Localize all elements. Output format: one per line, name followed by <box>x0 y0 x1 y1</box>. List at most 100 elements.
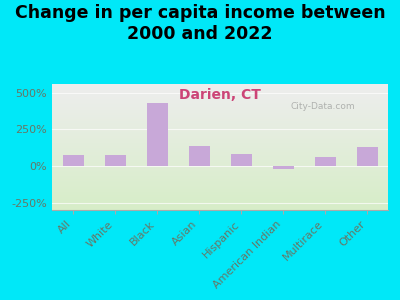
Bar <box>52 143 388 145</box>
Bar <box>52 189 388 190</box>
Bar <box>52 136 388 137</box>
Bar <box>52 168 388 170</box>
Bar <box>52 138 388 140</box>
Bar <box>52 129 388 130</box>
Bar <box>52 206 388 208</box>
Bar <box>52 171 388 172</box>
Bar <box>52 89 388 90</box>
Bar <box>52 175 388 176</box>
Bar <box>52 99 388 100</box>
Bar <box>52 127 388 128</box>
Bar <box>52 141 388 142</box>
Bar <box>52 85 388 86</box>
Bar <box>52 148 388 149</box>
Bar <box>52 151 388 152</box>
Text: City-Data.com: City-Data.com <box>290 102 355 111</box>
Bar <box>230 154 252 166</box>
Bar <box>52 167 388 168</box>
Bar <box>52 176 388 177</box>
Bar <box>52 142 388 143</box>
Bar <box>52 116 388 117</box>
Bar <box>52 157 388 158</box>
Bar <box>52 107 388 108</box>
Bar <box>52 94 388 95</box>
Bar <box>52 177 388 178</box>
Bar <box>52 178 388 180</box>
Bar <box>52 194 388 195</box>
Bar <box>52 180 388 181</box>
Bar <box>52 117 388 118</box>
Bar <box>52 126 388 127</box>
Bar <box>52 208 388 209</box>
Bar <box>52 200 388 201</box>
Bar <box>52 166 388 167</box>
Bar <box>52 93 388 94</box>
Bar <box>52 86 388 88</box>
Bar <box>52 97 388 98</box>
Bar <box>52 185 388 186</box>
Bar <box>52 98 388 99</box>
Bar <box>52 108 388 109</box>
Bar <box>52 205 388 206</box>
Bar <box>52 105 388 107</box>
Bar <box>52 182 388 184</box>
Bar <box>52 114 388 116</box>
Bar <box>52 132 388 133</box>
Bar <box>52 153 388 154</box>
Bar <box>52 122 388 123</box>
Bar <box>52 109 388 110</box>
Bar <box>52 209 388 210</box>
Bar <box>52 187 388 189</box>
Bar <box>52 124 388 126</box>
Bar <box>188 146 210 166</box>
Bar <box>52 197 388 199</box>
Bar <box>52 112 388 113</box>
Bar <box>52 195 388 196</box>
Bar <box>52 192 388 194</box>
Bar <box>52 162 388 164</box>
Bar <box>52 196 388 197</box>
Bar <box>52 161 388 162</box>
Bar <box>52 137 388 138</box>
Bar <box>52 170 388 171</box>
Bar <box>52 149 388 151</box>
Bar <box>314 157 336 166</box>
Bar <box>52 173 388 175</box>
Bar <box>52 100 388 102</box>
Bar <box>52 172 388 173</box>
Bar <box>52 156 388 157</box>
Bar <box>52 201 388 202</box>
Bar <box>52 199 388 200</box>
Bar <box>52 110 388 112</box>
Bar <box>52 184 388 185</box>
Bar <box>52 95 388 97</box>
Bar <box>52 113 388 114</box>
Bar <box>52 181 388 182</box>
Bar <box>52 158 388 160</box>
Bar <box>52 191 388 192</box>
Bar <box>52 186 388 187</box>
Bar <box>52 140 388 141</box>
Bar <box>52 146 388 147</box>
Bar <box>52 104 388 105</box>
Bar <box>52 103 388 104</box>
Bar <box>62 155 84 166</box>
Bar <box>52 121 388 122</box>
Bar <box>52 92 388 93</box>
Bar <box>52 118 388 119</box>
Bar <box>52 152 388 153</box>
Bar <box>52 165 388 166</box>
Text: Darien, CT: Darien, CT <box>179 88 261 102</box>
Bar <box>52 204 388 205</box>
Bar <box>52 102 388 103</box>
Bar <box>52 84 388 85</box>
Bar <box>356 147 378 166</box>
Bar <box>52 90 388 92</box>
Text: Change in per capita income between
2000 and 2022: Change in per capita income between 2000… <box>15 4 385 43</box>
Bar <box>52 190 388 191</box>
Bar <box>104 155 126 166</box>
Bar <box>52 134 388 136</box>
Bar <box>52 88 388 89</box>
Bar <box>52 164 388 165</box>
Bar <box>52 147 388 148</box>
